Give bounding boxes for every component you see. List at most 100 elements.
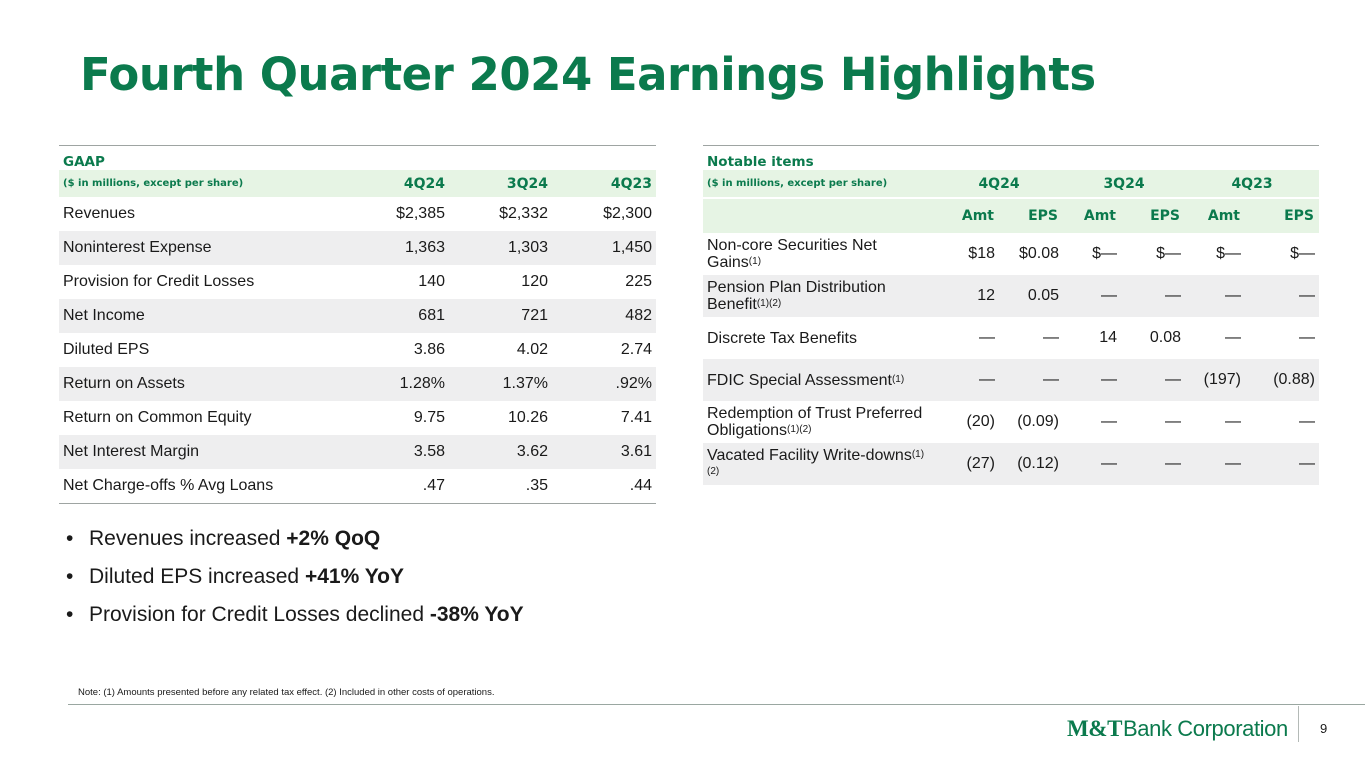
footnote-ref: (1)(2) xyxy=(756,298,782,309)
cell-value: — xyxy=(1063,443,1121,485)
cell-value: 140 xyxy=(418,273,445,290)
table-row: Noninterest Expense 1,363 1,303 1,450 xyxy=(59,231,656,265)
cell-value: — xyxy=(1185,443,1245,485)
cell-value: 1,363 xyxy=(349,231,449,265)
gaap-col-4q24: 4Q24 xyxy=(349,170,449,197)
cell-value: — xyxy=(1121,359,1185,401)
company-logo: M&TBank Corporation xyxy=(1067,716,1288,742)
cell-value: 482 xyxy=(552,299,656,333)
gaap-section-title: GAAP xyxy=(59,145,656,170)
row-label: Net Charge-offs % Avg Loans xyxy=(59,469,349,504)
cell-value: 3.86 xyxy=(413,341,445,358)
list-item: • Revenues increased +2% QoQ xyxy=(66,520,524,558)
row-label: Pension Plan Distribution Benefit(1)(2) xyxy=(703,275,935,317)
logo-mark: M&T xyxy=(1067,716,1123,741)
row-label-text: Non-core Securities Net Gains xyxy=(707,237,877,271)
row-label: Vacated Facility Write-downs(1)(2) xyxy=(703,443,935,485)
cell-value: 10.26 xyxy=(507,409,548,426)
gaap-table: GAAP ($ in millions, except per share) 4… xyxy=(59,145,656,504)
cell-value: .44 xyxy=(552,469,656,504)
bullet-icon: • xyxy=(66,565,74,588)
cell-value: 9.75 xyxy=(413,409,445,426)
cell-value: $— xyxy=(1092,245,1117,262)
cell-value: $0.08 xyxy=(1018,245,1059,262)
table-row: Net Income 681 721 482 xyxy=(59,299,656,333)
table-row: Return on Common Equity 9.75 10.26 7.41 xyxy=(59,401,656,435)
row-label-text: Vacated Facility Write-downs xyxy=(707,447,912,464)
cell-value: 721 xyxy=(449,299,552,333)
cell-value: — xyxy=(1165,413,1181,430)
bullet-text: Provision for Credit Losses declined xyxy=(89,603,430,626)
table-row: Return on Assets 1.28% 1.37% .92% xyxy=(59,367,656,401)
cell-value: $2,385 xyxy=(396,205,445,222)
cell-value: 0.08 xyxy=(1149,329,1181,346)
cell-value: 14 xyxy=(1099,329,1117,346)
bullet-text: Revenues increased xyxy=(89,527,287,550)
cell-value: 0.05 xyxy=(999,275,1063,317)
row-label: Net Interest Margin xyxy=(59,435,349,469)
gaap-unit-label: ($ in millions, except per share) xyxy=(59,170,349,197)
table-row: Non-core Securities Net Gains(1) $18 $0.… xyxy=(703,233,1319,275)
subcol-amt: Amt xyxy=(1185,197,1245,233)
subcol-eps: EPS xyxy=(1121,197,1185,233)
notable-unit-label: ($ in millions, except per share) xyxy=(703,170,935,198)
page-title: Fourth Quarter 2024 Earnings Highlights xyxy=(80,48,1096,101)
cell-value: — xyxy=(1121,275,1185,317)
bullet-text: Diluted EPS increased xyxy=(89,565,305,588)
footer-divider xyxy=(68,704,1365,705)
cell-value: 225 xyxy=(625,273,652,290)
page-number: 9 xyxy=(1320,721,1328,736)
cell-value: $18 xyxy=(968,245,995,262)
row-label: Revenues xyxy=(63,205,136,222)
cell-value: $2,300 xyxy=(603,205,652,222)
cell-value: — xyxy=(1225,329,1241,346)
row-label: Net Income xyxy=(59,299,349,333)
cell-value: (0.12) xyxy=(999,443,1063,485)
bullet-icon: • xyxy=(66,603,74,626)
bullet-emphasis: +2% QoQ xyxy=(286,527,381,550)
cell-value: 4.02 xyxy=(516,341,548,358)
notable-section-header: Notable items xyxy=(703,145,1319,170)
subheader-blank xyxy=(703,197,935,233)
cell-value: — xyxy=(1043,329,1059,346)
cell-value: $— xyxy=(1216,245,1241,262)
cell-value: — xyxy=(979,329,995,346)
table-row: Net Charge-offs % Avg Loans .47 .35 .44 xyxy=(59,469,656,504)
table-row: Provision for Credit Losses 140 120 225 xyxy=(59,265,656,299)
cell-value: (197) xyxy=(1185,359,1245,401)
cell-value: — xyxy=(935,359,999,401)
row-label: Diluted EPS xyxy=(63,341,150,358)
row-label: FDIC Special Assessment(1) xyxy=(703,359,935,401)
row-label: Noninterest Expense xyxy=(59,231,349,265)
notable-section-title: Notable items xyxy=(703,145,1319,170)
cell-value: — xyxy=(1299,413,1315,430)
row-label: Non-core Securities Net Gains(1) xyxy=(703,233,935,275)
cell-value: 2.74 xyxy=(620,341,652,358)
row-label: Return on Common Equity xyxy=(63,409,252,426)
row-label-text: Discrete Tax Benefits xyxy=(707,329,857,347)
table-row: Pension Plan Distribution Benefit(1)(2) … xyxy=(703,275,1319,317)
row-label-text: Pension Plan Distribution Benefit xyxy=(707,279,886,313)
table-row: FDIC Special Assessment(1) — — — — (197)… xyxy=(703,359,1319,401)
notable-items-table: Notable items ($ in millions, except per… xyxy=(703,145,1319,485)
row-label: Return on Assets xyxy=(59,367,349,401)
cell-value: 1.37% xyxy=(449,367,552,401)
highlights-list: • Revenues increased +2% QoQ • Diluted EPS… xyxy=(66,520,524,634)
cell-value: — xyxy=(1245,275,1319,317)
cell-value: 120 xyxy=(521,273,548,290)
cell-value: — xyxy=(1245,443,1319,485)
cell-value: .47 xyxy=(349,469,449,504)
cell-value: (0.88) xyxy=(1245,359,1319,401)
table-row: Revenues $2,385 $2,332 $2,300 xyxy=(59,197,656,231)
row-label-text: Redemption of Trust Preferred Obligation… xyxy=(707,405,923,439)
bullet-emphasis: -38% YoY xyxy=(429,603,524,626)
cell-value: 681 xyxy=(349,299,449,333)
bullet-emphasis: +41% YoY xyxy=(304,565,404,588)
row-label: Redemption of Trust Preferred Obligation… xyxy=(703,401,935,443)
cell-value: — xyxy=(1185,275,1245,317)
cell-value: 3.58 xyxy=(349,435,449,469)
footer-separator xyxy=(1298,706,1299,742)
footnote-ref: (1)(2) xyxy=(707,449,925,477)
subcol-amt: Amt xyxy=(935,197,999,233)
cell-value: (0.09) xyxy=(1017,413,1059,430)
